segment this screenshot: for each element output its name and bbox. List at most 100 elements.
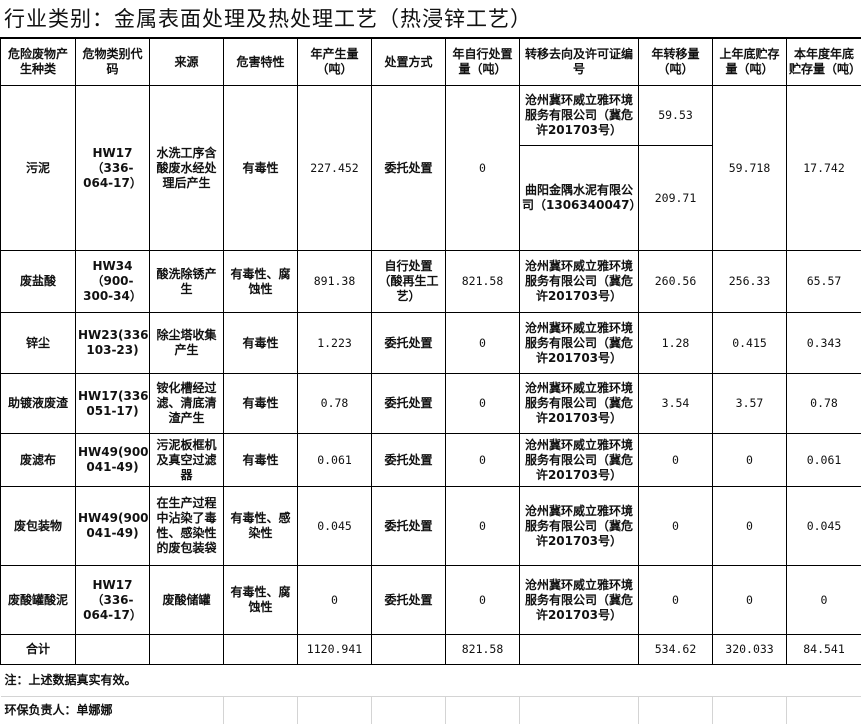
end-storage-cell[interactable]: 0.061 <box>787 434 861 487</box>
header-cell[interactable]: 危害特性 <box>224 39 298 86</box>
empty-cell[interactable] <box>713 697 787 724</box>
empty-cell[interactable] <box>639 697 713 724</box>
signer-cell[interactable]: 环保负责人：单娜娜 <box>1 697 224 724</box>
waste-code-cell[interactable]: HW49(900-041-49) <box>76 434 150 487</box>
end-storage-cell[interactable]: 0.045 <box>787 487 861 566</box>
waste-code-cell[interactable]: HW17（336-064-17） <box>76 566 150 635</box>
source-cell[interactable]: 酸洗除锈产生 <box>150 251 224 313</box>
waste-code-cell[interactable]: HW17(336-051-17) <box>76 374 150 434</box>
disposal-method-cell[interactable]: 委托处置 <box>372 374 446 434</box>
hazard-cell[interactable]: 有毒性、感染性 <box>224 487 298 566</box>
self-disposal-cell[interactable]: 0 <box>446 434 520 487</box>
header-cell[interactable]: 处置方式 <box>372 39 446 86</box>
total-annual-cell[interactable]: 1120.941 <box>298 635 372 665</box>
prev-storage-cell[interactable]: 3.57 <box>713 374 787 434</box>
disposal-method-cell[interactable]: 委托处置 <box>372 313 446 374</box>
hazard-cell[interactable]: 有毒性 <box>224 313 298 374</box>
prev-storage-cell[interactable]: 0 <box>713 434 787 487</box>
annual-amount-cell[interactable]: 0 <box>298 566 372 635</box>
empty-cell[interactable] <box>150 635 224 665</box>
transfer-destination-cell[interactable]: 沧州冀环威立雅环境服务有限公司（冀危许201703号） <box>520 374 639 434</box>
self-disposal-cell[interactable]: 0 <box>446 374 520 434</box>
self-disposal-cell[interactable]: 821.58 <box>446 251 520 313</box>
transfer-destination-cell[interactable]: 沧州冀环威立雅环境服务有限公司（冀危许201703号） <box>520 86 639 146</box>
prev-storage-cell[interactable]: 256.33 <box>713 251 787 313</box>
empty-cell[interactable] <box>787 697 861 724</box>
total-end-storage-cell[interactable]: 84.541 <box>787 635 861 665</box>
transfer-amount-cell[interactable]: 209.71 <box>639 146 713 251</box>
waste-code-cell[interactable]: HW23(336-103-23) <box>76 313 150 374</box>
waste-code-cell[interactable]: HW49(900-041-49) <box>76 487 150 566</box>
self-disposal-cell[interactable]: 0 <box>446 566 520 635</box>
hazard-cell[interactable]: 有毒性 <box>224 434 298 487</box>
header-cell[interactable]: 上年底贮存量（吨） <box>713 39 787 86</box>
total-self-disposal-cell[interactable]: 821.58 <box>446 635 520 665</box>
transfer-destination-cell[interactable]: 沧州冀环威立雅环境服务有限公司（冀危许201703号） <box>520 434 639 487</box>
empty-cell[interactable] <box>372 635 446 665</box>
empty-cell[interactable] <box>372 697 446 724</box>
header-cell[interactable]: 本年度年底贮存量（吨） <box>787 39 861 86</box>
waste-type-cell[interactable]: 助镀液废渣 <box>1 374 76 434</box>
total-label-cell[interactable]: 合计 <box>1 635 76 665</box>
hazard-cell[interactable]: 有毒性 <box>224 86 298 251</box>
empty-cell[interactable] <box>224 697 298 724</box>
source-cell[interactable]: 铵化槽经过滤、清底清渣产生 <box>150 374 224 434</box>
total-transfer-cell[interactable]: 534.62 <box>639 635 713 665</box>
empty-cell[interactable] <box>520 697 639 724</box>
empty-cell[interactable] <box>446 697 520 724</box>
end-storage-cell[interactable]: 0.343 <box>787 313 861 374</box>
total-prev-storage-cell[interactable]: 320.033 <box>713 635 787 665</box>
annual-amount-cell[interactable]: 0.061 <box>298 434 372 487</box>
end-storage-cell[interactable]: 0.78 <box>787 374 861 434</box>
disposal-method-cell[interactable]: 自行处置（酸再生工艺） <box>372 251 446 313</box>
end-storage-cell[interactable]: 17.742 <box>787 86 861 251</box>
note-cell[interactable]: 注：上述数据真实有效。 <box>1 665 861 697</box>
empty-cell[interactable] <box>224 635 298 665</box>
annual-amount-cell[interactable]: 0.78 <box>298 374 372 434</box>
prev-storage-cell[interactable]: 0 <box>713 566 787 635</box>
transfer-amount-cell[interactable]: 0 <box>639 566 713 635</box>
waste-type-cell[interactable]: 污泥 <box>1 86 76 251</box>
prev-storage-cell[interactable]: 59.718 <box>713 86 787 251</box>
self-disposal-cell[interactable]: 0 <box>446 487 520 566</box>
transfer-destination-cell[interactable]: 沧州冀环威立雅环境服务有限公司（冀危许201703号） <box>520 566 639 635</box>
waste-type-cell[interactable]: 废滤布 <box>1 434 76 487</box>
source-cell[interactable]: 废酸储罐 <box>150 566 224 635</box>
source-cell[interactable]: 除尘塔收集产生 <box>150 313 224 374</box>
transfer-amount-cell[interactable]: 260.56 <box>639 251 713 313</box>
end-storage-cell[interactable]: 0 <box>787 566 861 635</box>
source-cell[interactable]: 污泥板框机及真空过滤器 <box>150 434 224 487</box>
disposal-method-cell[interactable]: 委托处置 <box>372 566 446 635</box>
annual-amount-cell[interactable]: 227.452 <box>298 86 372 251</box>
transfer-amount-cell[interactable]: 0 <box>639 487 713 566</box>
transfer-amount-cell[interactable]: 0 <box>639 434 713 487</box>
waste-code-cell[interactable]: HW34（900-300-34） <box>76 251 150 313</box>
waste-type-cell[interactable]: 锌尘 <box>1 313 76 374</box>
empty-cell[interactable] <box>76 635 150 665</box>
empty-cell[interactable] <box>520 635 639 665</box>
transfer-destination-cell[interactable]: 沧州冀环威立雅环境服务有限公司（冀危许201703号） <box>520 313 639 374</box>
disposal-method-cell[interactable]: 委托处置 <box>372 434 446 487</box>
source-cell[interactable]: 水洗工序含酸废水经处理后产生 <box>150 86 224 251</box>
header-cell[interactable]: 年产生量（吨） <box>298 39 372 86</box>
hazard-cell[interactable]: 有毒性 <box>224 374 298 434</box>
annual-amount-cell[interactable]: 1.223 <box>298 313 372 374</box>
waste-type-cell[interactable]: 废包装物 <box>1 487 76 566</box>
annual-amount-cell[interactable]: 0.045 <box>298 487 372 566</box>
transfer-destination-cell[interactable]: 沧州冀环威立雅环境服务有限公司（冀危许201703号） <box>520 487 639 566</box>
prev-storage-cell[interactable]: 0 <box>713 487 787 566</box>
self-disposal-cell[interactable]: 0 <box>446 86 520 251</box>
waste-code-cell[interactable]: HW17（336-064-17） <box>76 86 150 251</box>
transfer-amount-cell[interactable]: 1.28 <box>639 313 713 374</box>
disposal-method-cell[interactable]: 委托处置 <box>372 487 446 566</box>
waste-type-cell[interactable]: 废酸罐酸泥 <box>1 566 76 635</box>
disposal-method-cell[interactable]: 委托处置 <box>372 86 446 251</box>
waste-type-cell[interactable]: 废盐酸 <box>1 251 76 313</box>
header-cell[interactable]: 年自行处置量（吨） <box>446 39 520 86</box>
transfer-amount-cell[interactable]: 59.53 <box>639 86 713 146</box>
source-cell[interactable]: 在生产过程中沾染了毒性、感染性的废包装袋 <box>150 487 224 566</box>
empty-cell[interactable] <box>298 697 372 724</box>
header-cell[interactable]: 转移去向及许可证编号 <box>520 39 639 86</box>
header-cell[interactable]: 危险废物产生种类 <box>1 39 76 86</box>
end-storage-cell[interactable]: 65.57 <box>787 251 861 313</box>
